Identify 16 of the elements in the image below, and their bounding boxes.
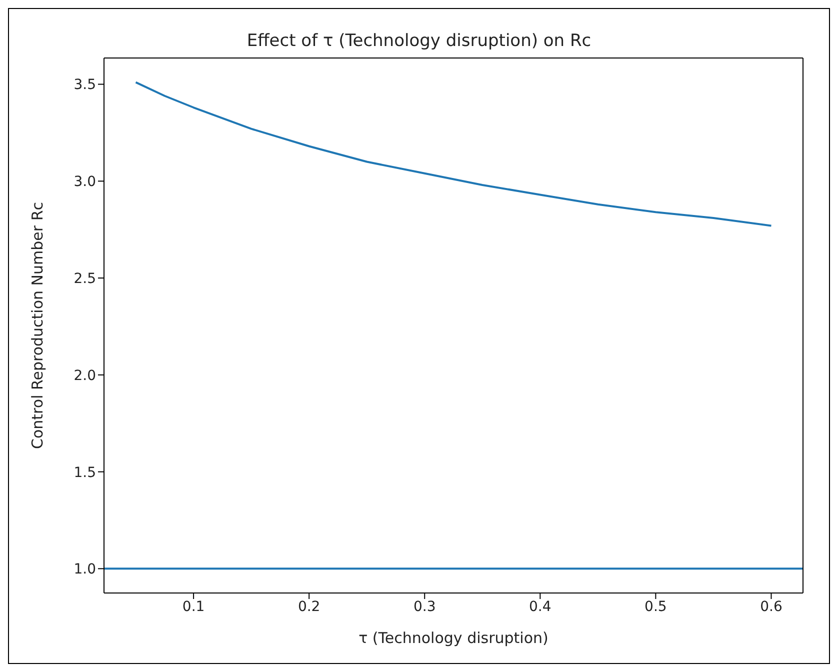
- x-tick-label: 0.6: [760, 598, 782, 615]
- x-axis-title: τ (Technology disruption): [358, 629, 548, 647]
- line-series: [134, 81, 772, 227]
- x-tick-label: 0.3: [413, 598, 436, 615]
- y-tick-label: 1.0: [74, 562, 96, 578]
- y-tick-label: 2.0: [74, 368, 96, 384]
- x-tick-label: 0.2: [298, 598, 320, 615]
- y-tick-label: 2.5: [74, 270, 96, 287]
- chart-title: Effect of τ (Technology disruption) on Rc: [246, 31, 592, 51]
- y-tick-label: 1.5: [74, 464, 96, 481]
- y-tick-label: 3.5: [74, 77, 96, 94]
- x-tick-label: 0.5: [644, 598, 667, 615]
- x-tick-label: 0.4: [529, 598, 552, 615]
- y-tick-label: 3.0: [74, 174, 96, 190]
- y-axis-title: Control Reproduction Number Rc: [28, 202, 46, 449]
- x-tick-label: 0.1: [182, 598, 205, 615]
